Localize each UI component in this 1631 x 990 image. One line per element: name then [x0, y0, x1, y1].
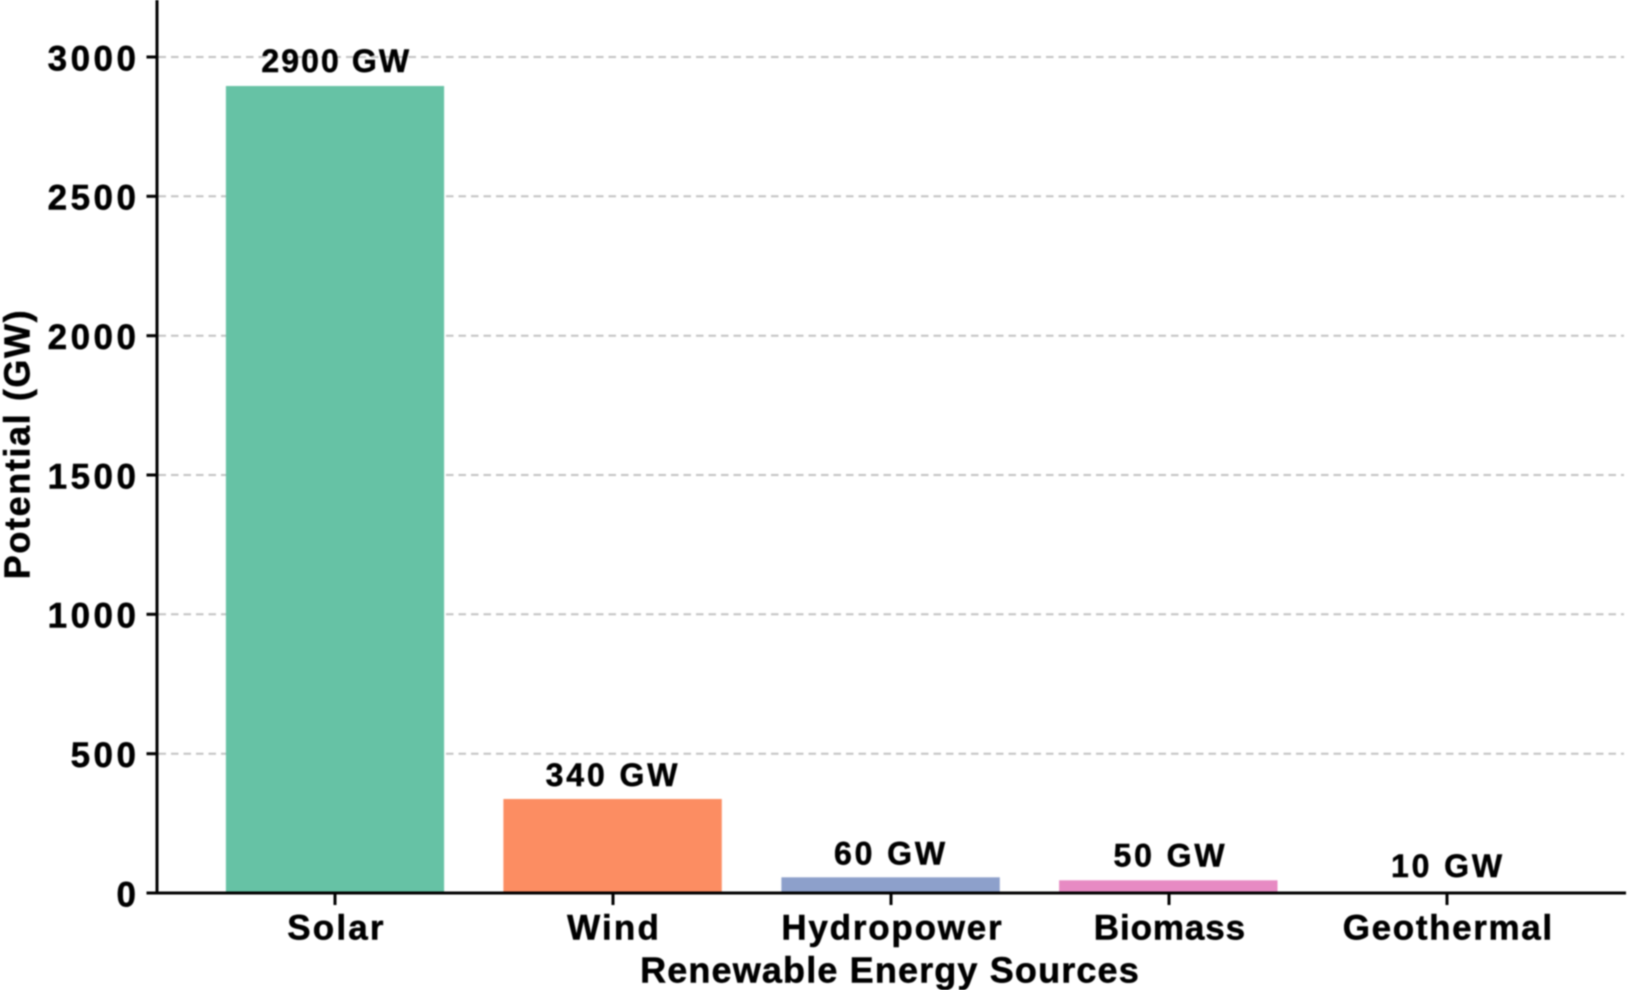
svg-text:0: 0: [117, 875, 140, 914]
svg-text:2000: 2000: [48, 318, 140, 357]
svg-text:Potential (GW): Potential (GW): [0, 309, 38, 579]
svg-text:2900 GW: 2900 GW: [261, 43, 411, 79]
svg-text:340 GW: 340 GW: [546, 757, 681, 793]
svg-text:Geothermal: Geothermal: [1343, 908, 1554, 947]
svg-text:2500: 2500: [48, 179, 140, 218]
svg-text:Wind: Wind: [567, 908, 661, 947]
svg-text:Renewable Energy Sources: Renewable Energy Sources: [640, 949, 1140, 990]
svg-text:60 GW: 60 GW: [834, 836, 948, 872]
svg-text:50 GW: 50 GW: [1113, 838, 1227, 874]
svg-text:Hydropower: Hydropower: [781, 908, 1003, 947]
svg-text:Biomass: Biomass: [1094, 908, 1246, 947]
svg-text:Solar: Solar: [287, 908, 386, 947]
svg-text:1500: 1500: [48, 457, 140, 496]
svg-text:1000: 1000: [48, 597, 140, 636]
svg-text:10 GW: 10 GW: [1391, 848, 1505, 884]
svg-text:500: 500: [71, 736, 140, 775]
svg-text:3000: 3000: [48, 39, 140, 78]
